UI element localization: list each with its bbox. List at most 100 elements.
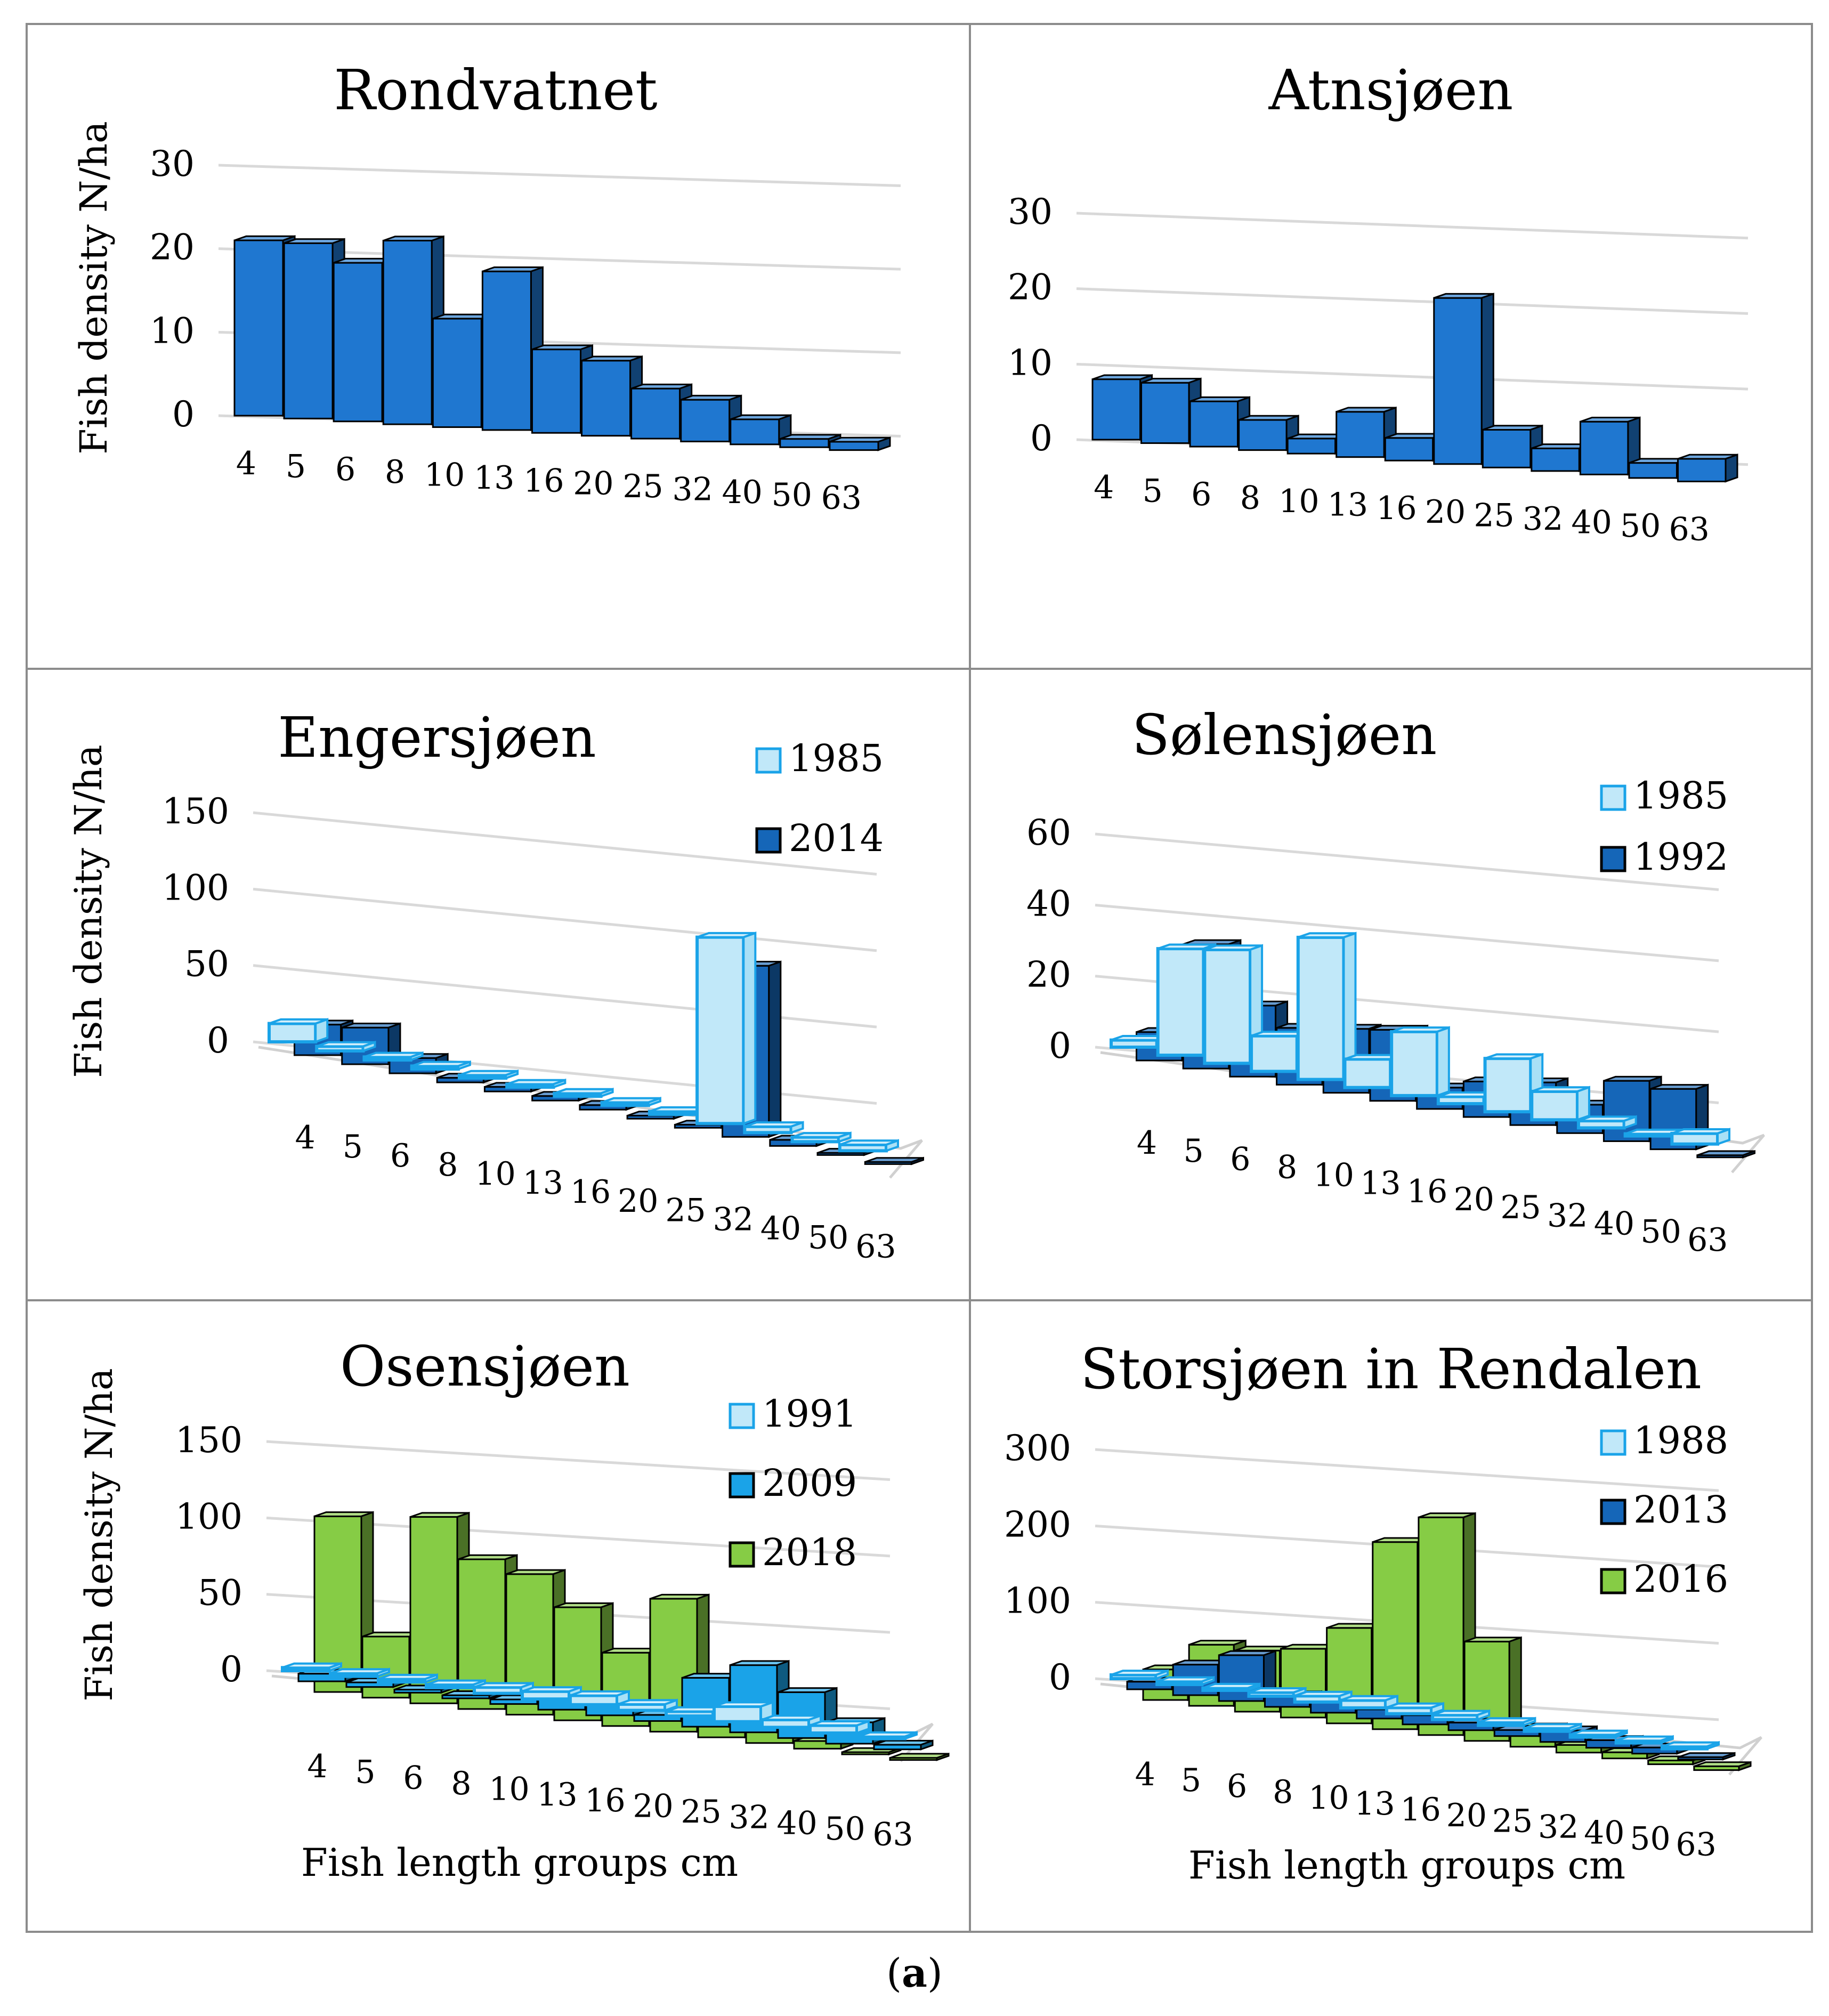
y-tick-label: 100 <box>162 867 229 908</box>
x-tick-label: 6 <box>335 451 355 488</box>
x-tick-label: 50 <box>1620 507 1661 545</box>
legend-label-2016: 2016 <box>1633 1557 1728 1601</box>
bar-side <box>314 1018 329 1043</box>
x-tick-label: 4 <box>295 1119 315 1156</box>
x-tick-label: 20 <box>1425 493 1466 531</box>
x-tick-label: 25 <box>665 1192 706 1229</box>
x-tick-label: 25 <box>622 468 663 505</box>
y-axis-label: Fish density N/ha <box>77 1368 121 1701</box>
bar-side <box>552 1078 566 1089</box>
bar-value-16 <box>1384 437 1434 462</box>
legend: 1991 2009 2018 <box>729 1392 857 1574</box>
y-tick-label: 0 <box>220 1649 242 1690</box>
x-tick-label: 16 <box>523 462 564 499</box>
bar-side <box>1436 1026 1450 1097</box>
x-tick-label: 20 <box>1446 1797 1487 1834</box>
x-tick-label: 25 <box>1500 1189 1541 1226</box>
legend-swatch-2009 <box>729 1472 755 1499</box>
x-tick-label: 13 <box>1354 1785 1395 1823</box>
bar-value-40 <box>730 418 780 446</box>
x-tick-label: 16 <box>1407 1173 1447 1210</box>
x-tick-label: 20 <box>573 465 613 503</box>
bar-side <box>1201 1675 1215 1686</box>
x-tick-label: 8 <box>451 1765 471 1802</box>
bar-value-63 <box>1677 458 1727 482</box>
x-tick-label: 4 <box>1135 1756 1155 1793</box>
y-tick-label: 60 <box>1026 812 1071 853</box>
bar-1991-13 <box>521 1689 571 1701</box>
y-tick-label: 20 <box>1026 954 1071 995</box>
x-tick-label: 40 <box>1584 1815 1624 1852</box>
x-tick-label: 63 <box>855 1228 896 1265</box>
chart-panel-3: Engersjøen Fish density N/ha 0 50 100 150 4 5 6 8… <box>26 668 971 1301</box>
x-tick-label: 10 <box>1308 1779 1349 1817</box>
x-tick-label: 5 <box>343 1128 363 1165</box>
y-tick-label: 20 <box>150 227 195 268</box>
bar-side <box>1623 1115 1637 1130</box>
chart-panel-1: Rondvatnet Fish density N/ha 0 10 20 30 4 5 6 8 10… <box>26 23 971 670</box>
legend-label-1991: 1991 <box>762 1392 857 1436</box>
x-tick-label: 4 <box>307 1748 327 1785</box>
x-tick-label: 13 <box>474 459 514 497</box>
bar-value-32 <box>1531 447 1580 472</box>
legend-swatch-2013 <box>1600 1499 1626 1525</box>
bar-value-5 <box>283 242 334 419</box>
x-tick-label: 63 <box>1687 1221 1728 1259</box>
x-tick-label: 4 <box>1137 1124 1157 1162</box>
y-tick-label: 0 <box>172 394 195 435</box>
bar-side <box>409 1051 424 1062</box>
x-tick-label: 16 <box>570 1173 611 1211</box>
bar-1985-4 <box>268 1022 318 1043</box>
bar-value-6 <box>1189 400 1239 448</box>
y-tick-label: 200 <box>1004 1504 1071 1545</box>
bar-value-40 <box>1579 420 1629 475</box>
y-tick-label: 100 <box>175 1496 242 1537</box>
gridline <box>253 887 877 952</box>
bar-side <box>856 1720 870 1735</box>
x-tick-label: 32 <box>1538 1809 1579 1846</box>
bar-value-10 <box>432 318 482 428</box>
x-tick-label: 50 <box>1630 1820 1670 1858</box>
bar-side <box>742 932 757 1126</box>
legend-swatch-1988 <box>1600 1429 1626 1456</box>
legend-label-1985: 1985 <box>1633 774 1728 817</box>
y-tick-label: 0 <box>1049 1657 1071 1698</box>
x-tick-label: 40 <box>1571 504 1612 541</box>
bar-value-32 <box>680 399 731 442</box>
legend-label-1985: 1985 <box>789 736 884 780</box>
bar-1985-25 <box>1483 1057 1533 1114</box>
bar-value-50 <box>779 438 830 448</box>
legend: 1988 2013 2016 <box>1600 1419 1728 1601</box>
x-tick-label: 10 <box>475 1155 515 1193</box>
x-tick-label: 20 <box>633 1787 673 1825</box>
bar-1985-16 <box>1390 1030 1439 1097</box>
bar-side <box>885 1139 899 1153</box>
bar-1985-10 <box>1296 935 1346 1081</box>
bar-side <box>376 1667 390 1678</box>
bar-1991-16 <box>569 1694 619 1706</box>
bar-value-20 <box>1433 297 1483 465</box>
y-tick-label: 150 <box>175 1420 242 1461</box>
gridline <box>1076 362 1749 391</box>
bar-side <box>911 1156 924 1165</box>
gridline <box>1095 832 1719 891</box>
x-tick-label: 5 <box>286 448 306 485</box>
legend-label-2009: 2009 <box>762 1461 857 1505</box>
x-tick-label: 63 <box>872 1816 913 1853</box>
caption-close: ) <box>927 1950 943 1996</box>
bar-side <box>1742 1149 1755 1159</box>
bar-value-10 <box>1286 438 1337 455</box>
x-tick-label: 8 <box>385 454 405 491</box>
legend-swatch-2014 <box>755 827 782 854</box>
legend: 1985 2014 <box>755 736 884 860</box>
bar-side <box>328 1662 342 1672</box>
bar-value-13 <box>481 270 532 431</box>
x-tick-label: 25 <box>681 1793 721 1831</box>
bar-value-25 <box>1482 428 1532 468</box>
x-tick-label: 4 <box>236 445 256 482</box>
x-tick-label: 16 <box>1376 490 1417 527</box>
y-tick-label: 100 <box>1004 1581 1071 1622</box>
bar-side <box>647 1096 661 1107</box>
legend-swatch-1985 <box>755 747 782 774</box>
y-tick-label: 10 <box>1008 342 1053 383</box>
